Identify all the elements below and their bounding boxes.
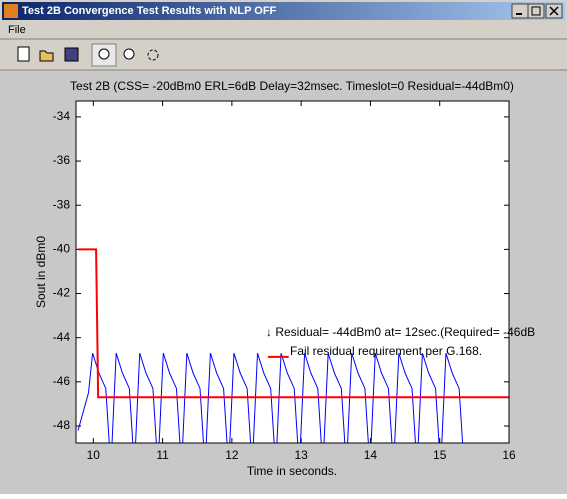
data-line	[78, 248, 509, 399]
x-tick-label: 14	[364, 448, 378, 462]
zoom-in-icon	[98, 48, 110, 60]
open-icon[interactable]	[39, 50, 54, 62]
y-tick-label: -40	[53, 242, 71, 256]
zoom-out-icon[interactable]	[123, 48, 135, 60]
y-tick-label: -38	[53, 197, 71, 211]
y-tick-label: -48	[53, 418, 71, 432]
annotation: ↓ Residual= -44dBm0 at= 12sec.(Required=…	[266, 325, 535, 339]
app-icon	[4, 4, 18, 18]
minimize-button[interactable]	[511, 3, 529, 19]
annotation: Fail residual requirement per G.168.	[290, 344, 482, 358]
y-tick-label: -42	[53, 286, 71, 300]
window-buttons	[511, 3, 563, 19]
y-tick-label: -44	[53, 330, 71, 344]
chart-title: Test 2B (CSS= -20dBm0 ERL=6dB Delay=32ms…	[70, 79, 514, 93]
save-icon[interactable]	[64, 47, 79, 62]
y-tick-label: -46	[53, 374, 71, 388]
x-tick-label: 16	[502, 448, 516, 462]
x-tick-label: 11	[156, 448, 169, 462]
plot-area	[76, 101, 509, 443]
maximize-button[interactable]	[527, 3, 545, 19]
close-icon	[549, 6, 559, 16]
toolbar	[17, 43, 159, 67]
title-bar	[2, 2, 565, 20]
axes-box	[75, 100, 510, 444]
x-axis-label: Time in seconds.	[247, 464, 337, 478]
x-tick-label: 13	[294, 448, 308, 462]
x-tick-label: 12	[225, 448, 239, 462]
y-tick-label: -34	[53, 109, 71, 123]
x-tick-label: 10	[87, 448, 101, 462]
x-tick-label: 15	[433, 448, 447, 462]
rotate-icon[interactable]	[147, 49, 159, 61]
maximize-icon	[531, 6, 541, 16]
y-axis-label: Sout in dBm0	[34, 236, 48, 308]
y-tick-label: -36	[53, 153, 71, 167]
window-title: Test 2B Convergence Test Results with NL…	[22, 5, 277, 17]
new-icon[interactable]	[17, 46, 30, 62]
menu-file[interactable]: File	[8, 24, 26, 36]
